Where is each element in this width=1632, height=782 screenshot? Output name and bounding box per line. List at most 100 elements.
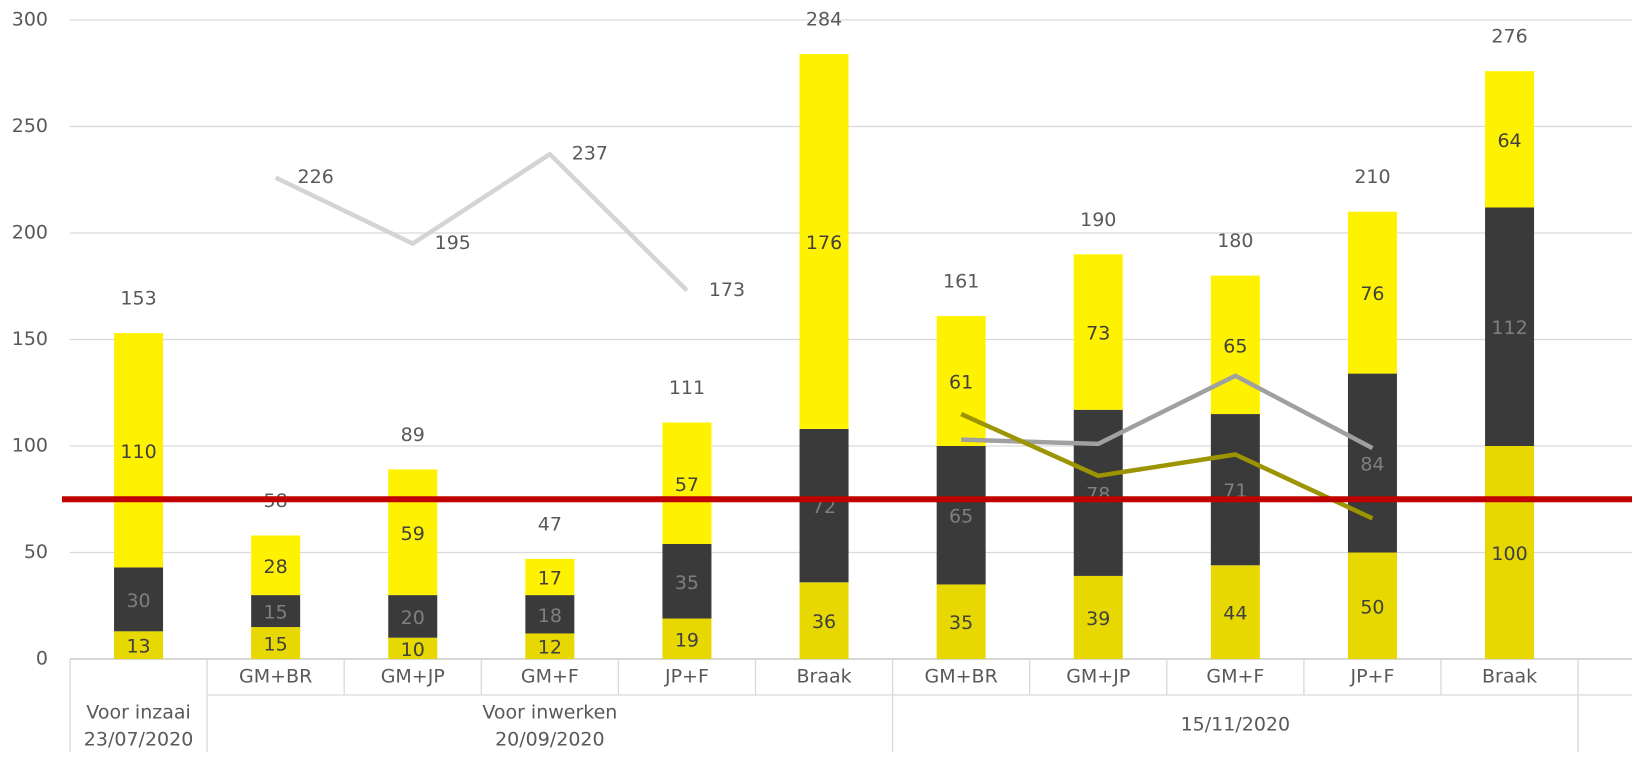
data-label: 15 — [264, 634, 288, 656]
y-tick-label: 150 — [12, 328, 48, 350]
data-label: 64 — [1497, 130, 1521, 152]
data-label: 36 — [812, 611, 836, 633]
total-label: 180 — [1217, 230, 1253, 252]
data-label: 44 — [1223, 603, 1247, 625]
data-label: 100 — [1491, 543, 1527, 565]
x-tick-label: GM+F — [521, 666, 579, 688]
data-label: 30 — [126, 590, 150, 612]
group-label: 15/11/2020 — [1181, 714, 1291, 736]
bar-segment — [1347, 211, 1397, 374]
line-label: 237 — [572, 143, 608, 165]
y-tick-label: 250 — [12, 115, 48, 137]
y-tick-label: 300 — [12, 9, 48, 31]
line — [961, 373, 1374, 451]
total-label: 161 — [943, 271, 979, 293]
data-label: 17 — [538, 567, 562, 589]
x-tick-label: JP+F — [1349, 666, 1394, 688]
y-tick-label: 200 — [12, 222, 48, 244]
data-label: 110 — [120, 441, 156, 463]
data-label: 73 — [1086, 323, 1110, 345]
bar-segment — [388, 469, 438, 596]
group-label: Voor inwerken — [482, 702, 617, 724]
x-tick-label: GM+JP — [1066, 666, 1130, 688]
bar-segment — [1485, 446, 1535, 659]
line-label: 226 — [298, 166, 334, 188]
bar-segment — [251, 595, 301, 628]
bar-segment — [1073, 254, 1123, 410]
data-label: 84 — [1360, 454, 1384, 476]
data-label: 50 — [1360, 596, 1384, 618]
group-label: 20/09/2020 — [495, 729, 605, 751]
bar-segment — [662, 543, 712, 619]
data-label: 39 — [1086, 608, 1110, 630]
y-tick-label: 0 — [36, 648, 48, 670]
total-label: 210 — [1354, 166, 1390, 188]
x-tick-label: Braak — [796, 666, 851, 688]
group-label: 23/07/2020 — [84, 729, 194, 751]
data-label: 57 — [675, 474, 699, 496]
bar-segment — [1073, 575, 1123, 659]
data-label: 112 — [1491, 317, 1527, 339]
data-label: 176 — [806, 232, 842, 254]
bar-segment — [525, 633, 575, 659]
data-label: 18 — [538, 605, 562, 627]
y-tick-label: 50 — [24, 541, 48, 563]
line — [960, 411, 1374, 521]
data-label: 13 — [126, 636, 150, 658]
data-label: 35 — [675, 572, 699, 594]
total-label: 284 — [806, 9, 842, 31]
bar-segment — [1347, 373, 1397, 553]
x-tick-label: GM+BR — [239, 666, 312, 688]
bar-segment — [114, 567, 164, 632]
data-label: 10 — [401, 639, 425, 661]
x-tick-label: Braak — [1482, 666, 1537, 688]
data-label: 65 — [1223, 335, 1247, 357]
bar-segment — [114, 631, 164, 659]
data-label: 59 — [401, 523, 425, 545]
y-tick-label: 100 — [12, 435, 48, 457]
bar-segment — [1347, 552, 1397, 659]
bar-segment — [251, 627, 301, 659]
data-label: 65 — [949, 506, 973, 528]
bar-segment — [936, 316, 986, 446]
data-label: 20 — [401, 607, 425, 629]
line-label: 195 — [435, 232, 471, 254]
total-label: 111 — [669, 377, 705, 399]
data-label: 28 — [264, 556, 288, 578]
bar-segment — [251, 535, 301, 596]
bar-segment — [799, 54, 849, 429]
line — [274, 151, 689, 293]
total-label: 153 — [120, 288, 156, 310]
total-label: 276 — [1491, 26, 1527, 48]
bar-segment — [662, 422, 712, 544]
bar-segment — [388, 637, 438, 659]
total-label: 190 — [1080, 209, 1116, 231]
line-label: 173 — [709, 279, 745, 301]
bar-segment — [388, 595, 438, 638]
bar-segment — [1210, 414, 1260, 566]
x-tick-label: GM+JP — [381, 666, 445, 688]
bar-segment — [936, 584, 986, 659]
bar-segment — [1210, 275, 1260, 415]
data-label: 61 — [949, 372, 973, 394]
data-label: 19 — [675, 629, 699, 651]
data-label: 35 — [949, 612, 973, 634]
bar-segment — [662, 618, 712, 659]
bar-segment — [799, 582, 849, 659]
bar-segment — [936, 446, 986, 585]
bar-segment — [1485, 207, 1535, 446]
group-label: Voor inzaai — [86, 702, 190, 724]
total-label: 89 — [401, 424, 425, 446]
bar-segment — [525, 595, 575, 634]
data-label: 15 — [264, 602, 288, 624]
data-label: 12 — [538, 637, 562, 659]
x-tick-label: GM+BR — [925, 666, 998, 688]
bar-segment — [799, 428, 849, 583]
bar-segment — [525, 558, 575, 596]
bar-segment — [1210, 565, 1260, 659]
x-tick-label: JP+F — [664, 666, 709, 688]
bar-segment — [1485, 71, 1535, 208]
bar-segment — [114, 333, 164, 568]
data-label: 76 — [1360, 283, 1384, 305]
